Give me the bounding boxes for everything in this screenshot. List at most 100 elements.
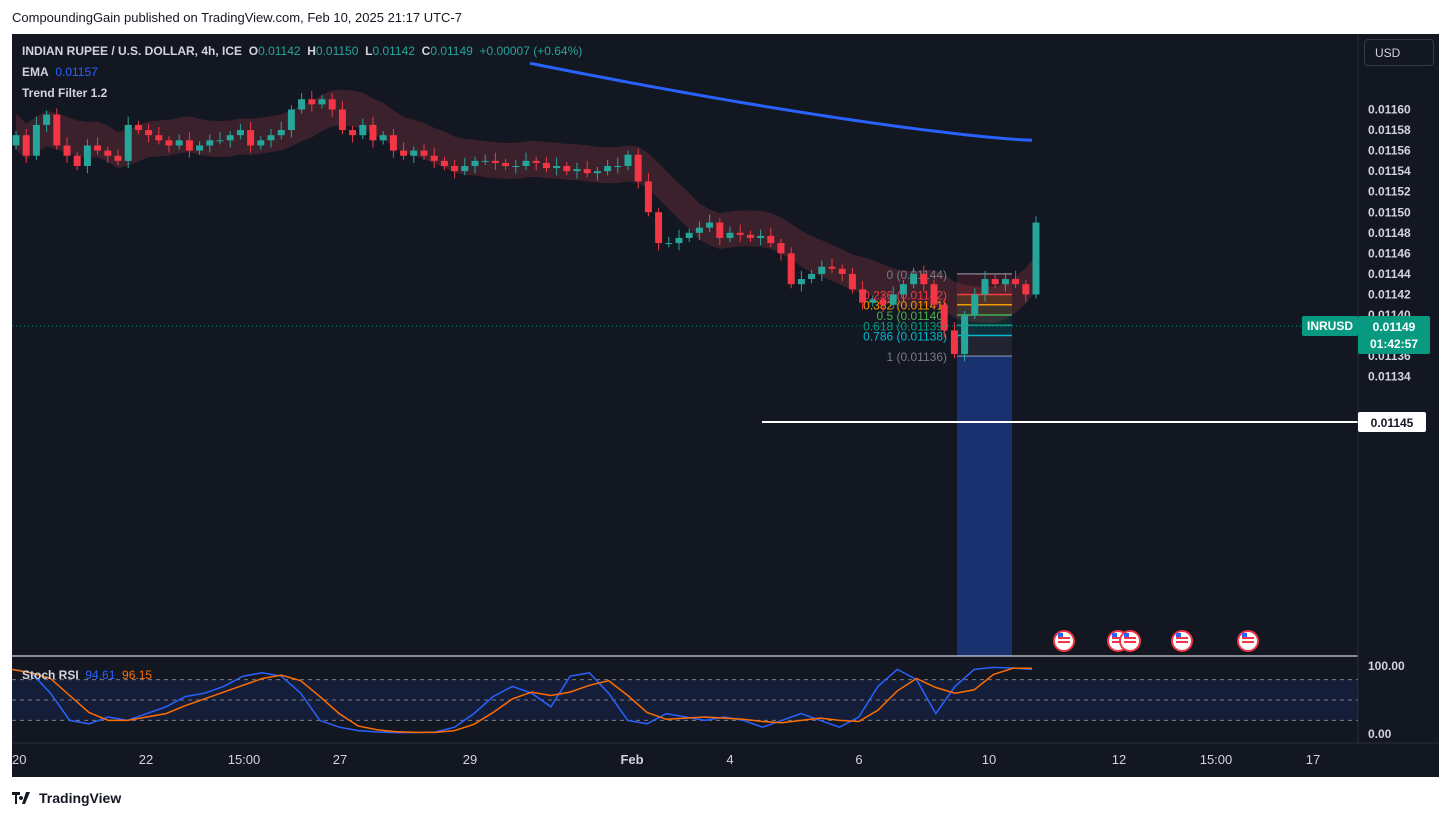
candle-body xyxy=(889,294,897,305)
flag-stripe-icon xyxy=(1124,637,1136,639)
flag-stripe-icon xyxy=(1242,637,1254,639)
time-axis[interactable]: 20 22 15:00 27 29 Feb 4 6 10 12 15:00 17 xyxy=(12,752,1320,767)
candle-body xyxy=(1022,284,1030,295)
candle-body xyxy=(736,232,744,235)
time-tick-label: 10 xyxy=(982,752,996,767)
flag-stripe-icon xyxy=(1112,641,1124,643)
price-tick-label: 0.01144 xyxy=(1368,267,1411,281)
economic-events[interactable] xyxy=(1053,630,1259,652)
stoch-k-value: 94.61 xyxy=(85,668,116,682)
candle-body xyxy=(563,166,571,172)
flag-canton-icon xyxy=(1112,633,1117,637)
candle-body xyxy=(644,181,652,213)
candle-body xyxy=(859,289,867,303)
ema-value: 0.01157 xyxy=(55,65,98,79)
candle-body xyxy=(155,135,163,141)
time-tick-label: 27 xyxy=(333,752,347,767)
fib-zone xyxy=(957,325,1012,336)
candle-body xyxy=(338,109,346,131)
brand-label: TradingView xyxy=(39,790,122,806)
candle-body xyxy=(206,140,214,146)
candle-body xyxy=(22,135,30,156)
stoch-tick-label: 100.00 xyxy=(1368,659,1405,673)
trend-filter-legend[interactable]: Trend Filter 1.2 xyxy=(22,86,107,100)
time-tick-label: 15:00 xyxy=(228,752,261,767)
ohlc-close: C0.01149 xyxy=(421,44,473,58)
symbol-badge-label: INRUSD xyxy=(1307,319,1353,333)
candle-body xyxy=(308,99,316,105)
candle-body xyxy=(522,160,530,167)
price-tick-label: 0.01158 xyxy=(1368,123,1411,137)
candle-body xyxy=(165,140,173,146)
candle-body xyxy=(440,160,448,167)
candle-body xyxy=(614,166,622,168)
flag-canton-icon xyxy=(1242,633,1247,637)
price-tick-label: 0.01146 xyxy=(1368,246,1411,260)
candle-body xyxy=(910,273,918,285)
candle-body xyxy=(145,130,153,136)
candle-body xyxy=(389,135,397,151)
tradingview-brand[interactable]: TradingView xyxy=(12,790,121,806)
candle-body xyxy=(869,299,877,303)
publish-caption: CompoundingGain published on TradingView… xyxy=(12,10,462,25)
candle-body xyxy=(991,279,999,285)
candle-body xyxy=(940,304,948,331)
candle-body xyxy=(634,154,642,182)
time-tick-label: 4 xyxy=(726,752,733,767)
trend-band-shape xyxy=(16,89,1036,323)
stoch-rsi-pane: 100.00 0.00 xyxy=(12,659,1405,741)
candle-body xyxy=(247,130,255,146)
candle-body xyxy=(196,145,204,151)
price-tick-label: 0.01156 xyxy=(1368,144,1411,158)
chart-area[interactable]: 0 (0.01144)0.236 (0.01142)0.382 (0.01141… xyxy=(12,34,1439,777)
time-tick-label: 15:00 xyxy=(1200,752,1233,767)
candle-body xyxy=(553,166,561,169)
price-tick-label: 0.01134 xyxy=(1368,370,1411,384)
candle-body xyxy=(583,169,591,174)
candle-body xyxy=(267,135,275,141)
chart-background xyxy=(12,34,1439,777)
candle-body xyxy=(451,166,459,172)
candle-body xyxy=(328,99,336,110)
currency-selector[interactable]: USD xyxy=(1364,39,1434,66)
ohlc-high: H0.01150 xyxy=(307,44,359,58)
candle-body xyxy=(400,150,408,156)
candle-body xyxy=(961,315,969,355)
fib-zone xyxy=(957,335,1012,357)
tradingview-logo-icon xyxy=(12,792,30,804)
fibonacci-retracement[interactable]: 0 (0.01144)0.236 (0.01142)0.382 (0.01141… xyxy=(863,268,1012,656)
stoch-tick-label: 0.00 xyxy=(1368,727,1392,741)
candle-body xyxy=(706,222,714,228)
stoch-legend[interactable]: Stoch RSI 94.61 96.15 xyxy=(22,668,152,682)
flag-canton-icon xyxy=(1124,633,1129,637)
candle-body xyxy=(899,284,907,295)
ohlc-low: L0.01142 xyxy=(365,44,415,58)
flag-stripe-icon xyxy=(1112,637,1124,639)
ema-legend[interactable]: EMA 0.01157 xyxy=(22,65,98,79)
candle-body xyxy=(808,273,816,280)
candle-body xyxy=(43,114,51,125)
time-tick-label: 6 xyxy=(855,752,862,767)
symbol-title: INDIAN RUPEE / U.S. DOLLAR, 4h, ICE xyxy=(22,44,243,58)
candle-body xyxy=(94,145,102,151)
fib-extension-zone xyxy=(957,356,1012,656)
candle-body xyxy=(471,160,479,167)
fib-level-label: 0.618 (0.01139) xyxy=(863,319,947,333)
candle-body xyxy=(236,130,244,136)
symbol-legend[interactable]: INDIAN RUPEE / U.S. DOLLAR, 4h, ICE O0.0… xyxy=(22,44,582,58)
flag-stripe-icon xyxy=(1058,637,1070,639)
level-badge-value: 0.01145 xyxy=(1371,416,1414,430)
fib-level-label: 0.5 (0.01140) xyxy=(877,309,948,323)
candle-body xyxy=(83,145,91,167)
ema-label: EMA xyxy=(22,65,49,79)
level-badge xyxy=(1358,412,1426,432)
candle-body xyxy=(920,273,928,285)
candle-body xyxy=(757,235,765,238)
fib-level-label: 1 (0.01136) xyxy=(887,350,948,364)
candle-body xyxy=(604,166,612,172)
candle-body xyxy=(32,124,40,156)
symbol-badge xyxy=(1302,316,1358,336)
time-tick-label: 22 xyxy=(139,752,153,767)
candle-body xyxy=(716,222,724,238)
price-tick-label: 0.01150 xyxy=(1368,205,1411,219)
